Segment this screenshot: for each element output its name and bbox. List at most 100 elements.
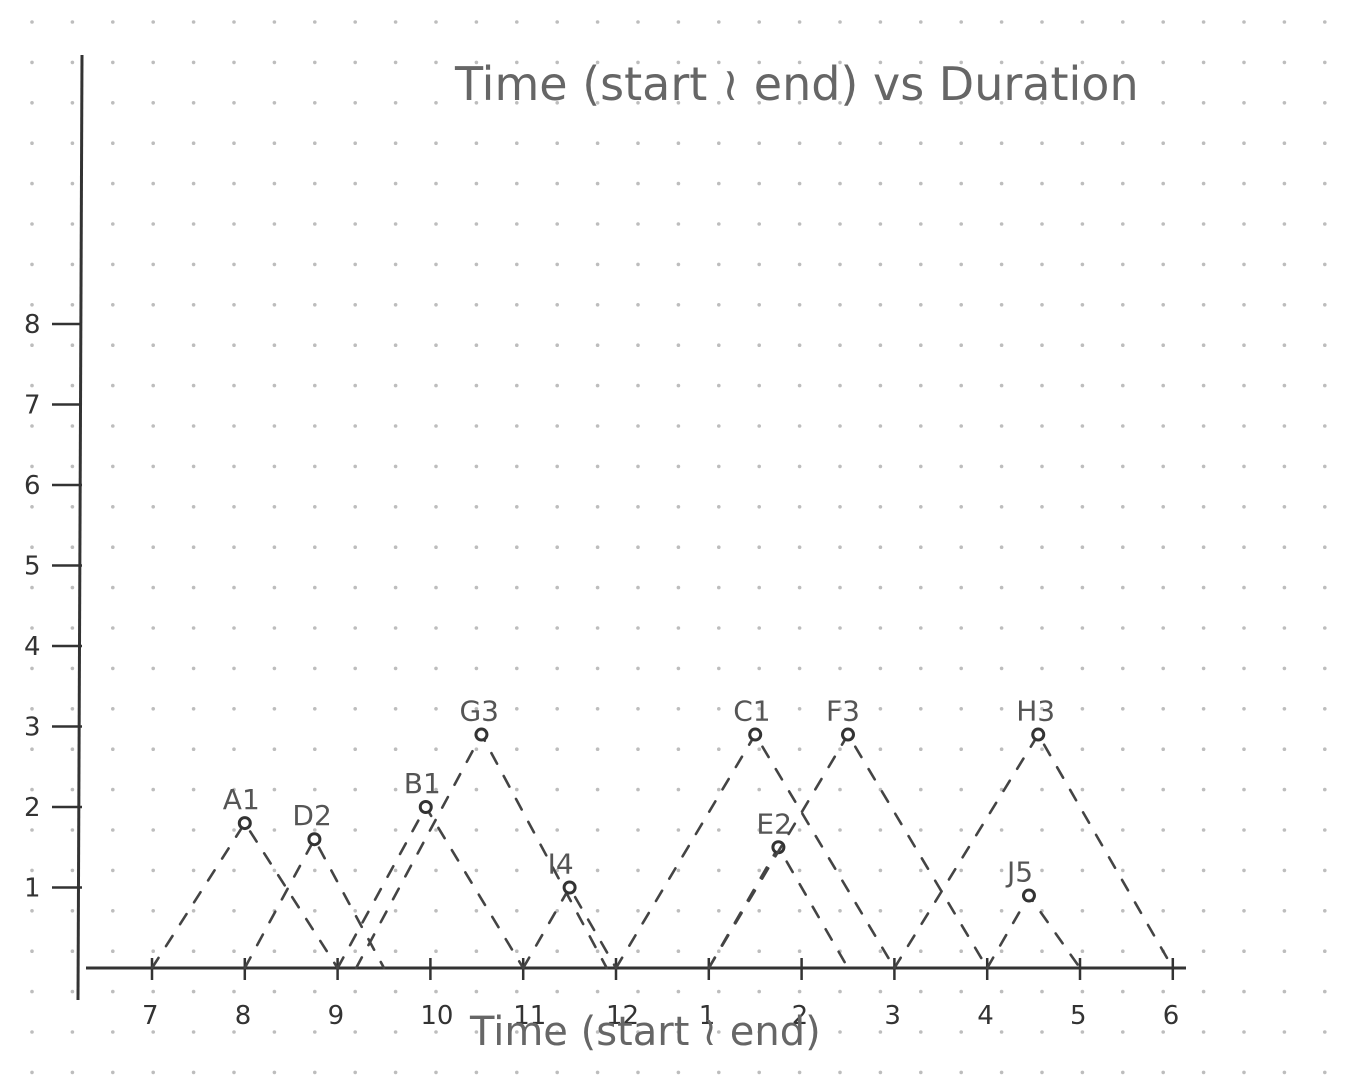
grid-dot xyxy=(434,181,438,186)
grid-dot xyxy=(393,222,398,226)
grid-dot xyxy=(474,1030,479,1034)
grid-dot xyxy=(515,1070,519,1075)
grid-dot xyxy=(515,949,519,953)
grid-dot xyxy=(70,181,75,186)
grid-dot xyxy=(353,505,358,509)
grid-dot xyxy=(1201,343,1206,348)
grid-dot xyxy=(1040,949,1044,953)
grid-dot xyxy=(313,949,317,953)
grid-dot xyxy=(191,747,196,751)
grid-dot xyxy=(1201,505,1206,509)
grid-dot xyxy=(151,585,155,590)
grid-dot xyxy=(30,101,34,105)
grid-dot xyxy=(434,868,438,873)
grid-dot xyxy=(191,20,196,24)
grid-dot xyxy=(232,626,236,630)
grid-dot xyxy=(1242,949,1246,953)
grid-dot xyxy=(1282,343,1287,348)
grid-dot xyxy=(1080,747,1085,751)
grid-dot xyxy=(474,424,479,428)
grid-dot xyxy=(1201,747,1206,751)
grid-dot xyxy=(555,262,559,267)
grid-dot xyxy=(797,787,802,792)
grid-dot xyxy=(838,424,842,428)
grid-dot xyxy=(717,626,721,630)
grid-dot xyxy=(878,141,883,145)
grid-dot xyxy=(1161,303,1165,307)
grid-dot xyxy=(676,383,681,388)
grid-dot xyxy=(797,505,802,509)
grid-dot xyxy=(111,787,115,792)
grid-dot xyxy=(1242,343,1246,348)
grid-dot xyxy=(272,545,277,549)
grid-dot xyxy=(1080,424,1085,428)
grid-dot xyxy=(191,909,196,913)
grid-dot xyxy=(232,505,236,509)
grid-dot xyxy=(313,545,317,549)
grid-dot xyxy=(676,222,681,226)
grid-dot xyxy=(313,1030,317,1034)
grid-dot xyxy=(232,828,236,832)
grid-dot xyxy=(1161,707,1165,711)
grid-dot xyxy=(1161,20,1165,24)
grid-dot xyxy=(676,585,681,590)
grid-dot xyxy=(676,60,681,65)
point-label: G3 xyxy=(459,695,499,728)
grid-dot xyxy=(353,585,358,590)
grid-dot xyxy=(232,464,236,469)
grid-dot xyxy=(595,1070,600,1075)
grid-dot xyxy=(1282,989,1287,994)
grid-dot xyxy=(1201,989,1206,994)
grid-dot xyxy=(1201,101,1206,105)
grid-dot xyxy=(111,1030,115,1034)
grid-dot xyxy=(999,747,1004,751)
grid-dot xyxy=(797,949,802,953)
grid-dot xyxy=(676,989,681,994)
grid-dot xyxy=(1161,585,1165,590)
grid-dot xyxy=(151,262,155,267)
grid-dot xyxy=(434,343,438,348)
grid-dot xyxy=(959,585,963,590)
y-tick-label: 7 xyxy=(24,391,41,421)
grid-dot xyxy=(636,505,640,509)
x-tick-label: 2 xyxy=(792,1001,809,1031)
grid-dot xyxy=(555,989,559,994)
grid-dot xyxy=(838,707,842,711)
grid-dot xyxy=(959,60,963,65)
grid-dot xyxy=(959,101,963,105)
grid-dot xyxy=(30,60,34,65)
grid-dot xyxy=(191,1070,196,1075)
grid-dot xyxy=(111,181,115,186)
grid-dot xyxy=(474,222,479,226)
grid-dot xyxy=(30,707,34,711)
grid-dot xyxy=(1323,1030,1327,1034)
grid-dot xyxy=(757,585,761,590)
grid-dot xyxy=(191,949,196,953)
grid-dot xyxy=(1323,707,1327,711)
grid-dot xyxy=(1080,1070,1085,1075)
grid-dot xyxy=(191,787,196,792)
duration-triangle xyxy=(707,844,850,970)
grid-dot xyxy=(999,303,1004,307)
grid-dot xyxy=(1323,949,1327,953)
grid-dot xyxy=(272,707,277,711)
data-point xyxy=(1021,888,1036,903)
grid-dot xyxy=(151,101,155,105)
grid-dot xyxy=(1040,464,1044,469)
grid-dot xyxy=(1323,141,1327,145)
grid-dot xyxy=(797,747,802,751)
grid-dot xyxy=(999,424,1004,428)
grid-dot xyxy=(353,626,358,630)
grid-dot xyxy=(878,303,883,307)
grid-dot xyxy=(1121,545,1125,549)
x-axis-ticks: 7 8 9 10 11 12 1 2 3 4 5 6 xyxy=(142,958,1179,1031)
grid-dot xyxy=(555,101,559,105)
grid-dot xyxy=(313,787,317,792)
grid-dot xyxy=(1121,141,1125,145)
grid-dot xyxy=(1282,707,1287,711)
grid-dot xyxy=(757,181,761,186)
grid-dot xyxy=(1080,666,1085,671)
grid-dot xyxy=(474,747,479,751)
grid-dot xyxy=(30,222,34,226)
grid-dot xyxy=(151,303,155,307)
